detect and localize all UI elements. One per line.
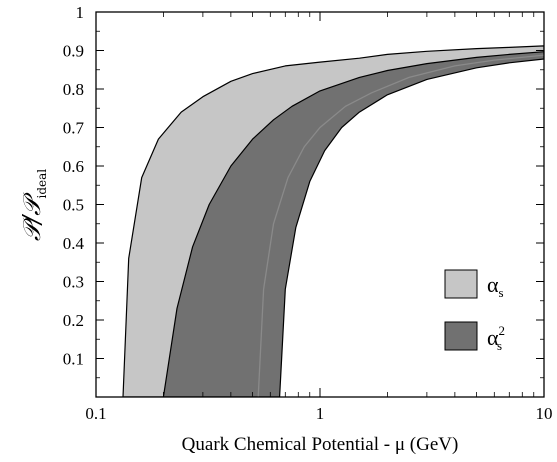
axis-tick-labels: 0.1 0.2 0.3 0.4 0.5 0.6 0.7 0.8 0.9 1 0.1 1 10 <box>63 3 553 423</box>
legend-label-alpha-s2: α2 s <box>487 323 505 353</box>
center-line-series-1 <box>257 54 544 397</box>
x-tick-label: 10 <box>536 404 553 423</box>
x-tick-label: 1 <box>316 404 325 423</box>
y-tick-label: 0.9 <box>63 42 84 61</box>
y-axis-label-sub: ideal <box>35 169 49 199</box>
y-tick-label: 1 <box>76 3 85 22</box>
axis-ticks <box>95 11 545 397</box>
y-tick-label: 0.2 <box>63 311 84 330</box>
x-tick-label: 0.1 <box>85 404 106 423</box>
legend-swatch-alpha-s2 <box>444 321 478 351</box>
y-tick-label: 0.8 <box>63 80 84 99</box>
y-tick-label: 0.7 <box>63 119 85 138</box>
svg-text:𝒫/𝒫ideal: 𝒫/𝒫ideal <box>18 169 49 241</box>
y-tick-label: 0.6 <box>63 157 84 176</box>
x-axis-label: Quark Chemical Potential - μ (GeV) <box>182 434 459 455</box>
plot-area <box>122 45 544 397</box>
y-tick-label: 0.4 <box>63 234 85 253</box>
y-axis-label: 𝒫/𝒫ideal <box>18 169 49 241</box>
y-axis-label-main: 𝒫/𝒫 <box>18 192 46 241</box>
legend-label-alpha-s: αs <box>487 272 504 300</box>
y-tick-label: 0.3 <box>63 273 84 292</box>
y-tick-label: 0.1 <box>63 350 84 369</box>
legend-swatch-alpha-s <box>444 269 478 299</box>
y-tick-label: 0.5 <box>63 196 84 215</box>
legend: αs α2 s <box>444 269 505 353</box>
band-series-1 <box>162 51 544 397</box>
